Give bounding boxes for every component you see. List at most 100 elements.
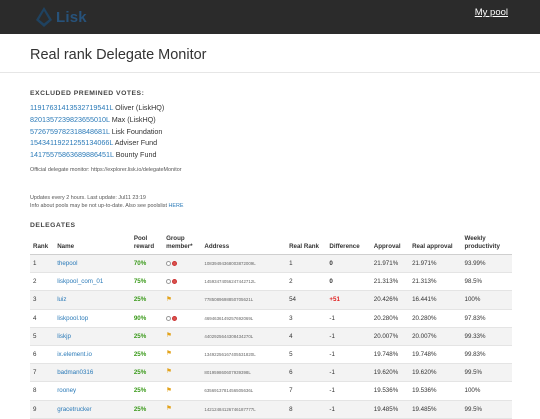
cell-address-value: 10839494368003872009L (204, 261, 256, 267)
cell-rank: 1 (30, 254, 55, 274)
cell-weekly-productivity: 99.83% (461, 345, 512, 365)
col-real-approval[interactable]: Real approval (409, 235, 462, 255)
cell-address: 801959860607939398L (201, 363, 287, 383)
cell-rank-value: 4 (33, 314, 37, 322)
cell-real-approval-value: 21.971% (412, 260, 437, 268)
cell-approval-value: 19.620% (373, 369, 399, 377)
cell-real-approval: 19.748% (409, 345, 462, 365)
cell-real-approval: 21.971% (409, 254, 462, 274)
title-divider (0, 72, 540, 73)
group-icons: ⚑ (166, 405, 198, 413)
cell-pool-reward: 25% (130, 400, 164, 419)
excluded-vote-address[interactable]: 15434119221255134066L (30, 138, 114, 148)
cell-real-rank-value: 1 (289, 260, 293, 268)
col-name[interactable]: Name (54, 235, 131, 255)
cell-name-value[interactable]: liskpool_com_01 (57, 278, 104, 286)
excluded-vote-address[interactable]: 5726759782318848681L (30, 126, 110, 136)
col-real-rank[interactable]: Real Rank (286, 235, 327, 255)
cell-pool-reward-value: 25% (133, 387, 147, 395)
poolslist-link[interactable]: HERE (168, 203, 184, 209)
cell-difference: -1 (326, 400, 371, 419)
excluded-vote-address[interactable]: 11917631413532719541L (30, 103, 114, 112)
col-approval[interactable]: Approval (370, 235, 410, 255)
cell-pool-reward-value: 25% (133, 405, 147, 413)
col-address[interactable]: Address (201, 235, 287, 255)
cell-name-value[interactable]: rooney (57, 387, 77, 395)
update-info: Updates every 2 hours. Last update: Jul1… (30, 195, 146, 201)
excluded-vote-item: 14175575863689886451L Bounty Fund (30, 149, 164, 161)
excluded-vote-address[interactable]: 14175575863689886451L (30, 150, 114, 160)
group-icons: ⚑ (166, 369, 198, 376)
excluded-votes-heading: EXCLUDED PREMINED VOTES: (30, 90, 145, 97)
table-row: 6 ix.element.io 25% ⚑ 13492256167405531820L 5… (30, 345, 512, 365)
cell-pool-reward-value: 25% (133, 351, 147, 359)
group-icons: ⚑ (166, 296, 198, 304)
cell-address-value: 14593474056247442712L (204, 279, 256, 285)
cell-name-value[interactable]: liskpool.top (57, 314, 89, 322)
excluded-vote-name: Bounty Fund (115, 150, 157, 160)
cell-real-approval: 16.441% (409, 290, 462, 310)
top-navbar: Lisk My pool (0, 0, 540, 34)
excluded-vote-address[interactable]: 8201357239823655010L (30, 114, 110, 124)
cell-difference: 0 (326, 254, 371, 274)
cell-name-value[interactable]: thepool (57, 260, 78, 268)
my-pool-link[interactable]: My pool (474, 7, 508, 18)
col-weekly-productivity[interactable]: Weekly productivity (461, 235, 512, 255)
cell-difference: -1 (326, 363, 371, 383)
cell-pool-reward-value: 25% (133, 296, 147, 304)
excluded-vote-item: 5726759782318848681L Lisk Foundation (30, 126, 164, 138)
cell-real-rank-value: 8 (289, 405, 293, 413)
cell-approval: 20.007% (370, 327, 410, 346)
col-group-member[interactable]: Group member* (163, 235, 202, 255)
cell-name-value[interactable]: ix.element.io (57, 351, 92, 359)
cell-name: thepool (54, 254, 131, 274)
cell-address: 4402925644308434270L (201, 327, 287, 346)
cell-weekly-productivity-value: 99.83% (464, 351, 486, 359)
excluded-vote-name: Max (LiskHQ) (111, 114, 156, 124)
cell-name-value[interactable]: liskjp (57, 332, 71, 340)
cell-approval-value: 21.971% (373, 260, 399, 268)
group-icons: ⚑ (166, 387, 198, 395)
group-pin-icon: ⚑ (166, 332, 172, 340)
excluded-vote-name: Adviser Fund (114, 138, 158, 148)
group-red-circle-icon (172, 315, 178, 321)
table-header-row: Rank Name Pool reward Group member* Addr… (30, 235, 512, 255)
cell-real-approval: 20.007% (409, 327, 462, 346)
cell-pool-reward-value: 25% (133, 332, 147, 340)
cell-real-rank: 4 (286, 327, 327, 346)
cell-name: liskpool.top (54, 309, 131, 328)
cell-name-value[interactable]: luiz (57, 296, 67, 304)
cell-group-member (163, 272, 202, 292)
cell-name-value[interactable]: gracetrucker (57, 405, 92, 413)
excluded-vote-item: 11917631413532719541L Oliver (LiskHQ) (30, 102, 164, 114)
group-icons: ⚑ (166, 333, 198, 340)
cell-real-approval: 21.313% (409, 272, 462, 292)
cell-real-approval-value: 21.313% (412, 278, 437, 286)
cell-pool-reward: 25% (130, 327, 164, 346)
cell-rank: 2 (30, 272, 55, 292)
col-difference[interactable]: Difference (326, 235, 371, 255)
group-icons: ⚑ (166, 351, 198, 358)
group-empty-circle-icon (166, 261, 172, 267)
cell-group-member: ⚑ (163, 290, 202, 310)
cell-rank-value: 8 (33, 387, 37, 395)
col-pool-reward[interactable]: Pool reward (130, 235, 164, 255)
cell-approval: 19.536% (370, 381, 410, 401)
group-icons (166, 279, 198, 285)
delegates-table: Rank Name Pool reward Group member* Addr… (30, 235, 512, 419)
cell-group-member: ⚑ (163, 363, 202, 383)
pools-info-text: Info about pools may be not up-to-date. … (30, 203, 167, 209)
table-row: 9 gracetrucker 25% ⚑ 14212484126746187777L 8 -… (30, 400, 512, 419)
cell-address-value: 4694636149257692069L (204, 315, 254, 321)
table-row: 4 liskpool.top 90% 4694636149257692069L 3 -1 2… (30, 309, 512, 328)
cell-name: liskjp (54, 327, 131, 346)
col-rank[interactable]: Rank (30, 235, 55, 255)
cell-rank-value: 5 (33, 332, 37, 340)
cell-name-value[interactable]: badman0316 (57, 369, 94, 377)
cell-pool-reward-value: 25% (133, 369, 147, 377)
cell-real-approval-value: 19.620% (412, 369, 437, 377)
cell-approval-value: 20.280% (373, 314, 399, 322)
group-icons (166, 261, 198, 267)
lisk-logo[interactable]: Lisk (36, 6, 87, 28)
cell-address: 4694636149257692069L (201, 309, 287, 328)
